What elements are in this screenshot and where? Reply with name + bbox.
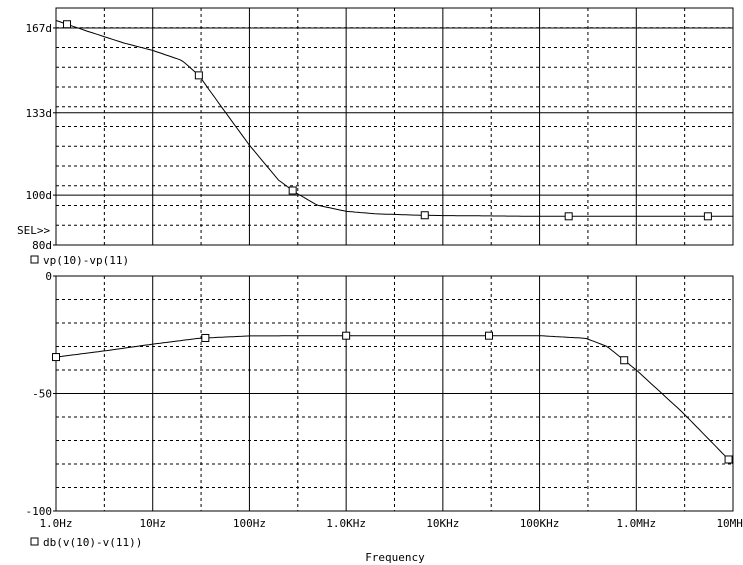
magnitude-data-point (620, 356, 629, 365)
sel-marker: SEL>> (17, 224, 50, 237)
x-tick-label: 10KHz (426, 517, 459, 530)
phase-data-point (63, 20, 72, 29)
x-tick-label: 1.0KHz (326, 517, 366, 530)
magnitude-data-point (52, 353, 60, 362)
phase-data-point (288, 186, 297, 195)
phase-y-tick-label: 100d (26, 189, 53, 202)
magnitude-plot: -100 -50 0 1.0Hz 10Hz 100Hz 1.0KHz 10KHz 100KHz 1… (26, 270, 743, 549)
x-tick-label: 1.0MHz (616, 517, 656, 530)
phase-data-point (420, 211, 429, 220)
x-tick-label: 100KHz (520, 517, 560, 530)
phase-y-tick-label: 80d (32, 239, 52, 252)
magnitude-y-tick-label: -100 (26, 505, 53, 518)
phase-plot: 80d 100d 133d 167d vp(10)-vp(11) (26, 7, 734, 267)
magnitude-y-tick-label: 0 (45, 270, 52, 283)
x-tick-label: 10Hz (139, 517, 166, 530)
magnitude-legend-marker (30, 537, 39, 546)
magnitude-series-line (55, 335, 734, 465)
phase-y-tick-label: 167d (26, 22, 53, 35)
magnitude-data-point (342, 331, 351, 340)
magnitude-y-tick-label: -50 (32, 388, 52, 401)
phase-legend-label: vp(10)-vp(11) (43, 254, 129, 267)
magnitude-data-point (485, 331, 494, 340)
phase-data-point (194, 71, 203, 80)
phase-legend-marker (30, 255, 39, 264)
x-tick-label: 1.0Hz (39, 517, 72, 530)
magnitude-data-point (201, 333, 210, 342)
x-tick-label: 100Hz (233, 517, 266, 530)
phase-y-tick-label: 133d (26, 107, 53, 120)
x-tick-label: 10MHz (716, 517, 743, 530)
magnitude-legend-label: db(v(10)-v(11)) (43, 536, 142, 549)
phase-series-line (55, 20, 733, 217)
x-axis-title: Frequency (365, 551, 425, 564)
phase-data-point (564, 212, 573, 221)
phase-data-point (703, 212, 712, 221)
magnitude-data-point (724, 455, 733, 464)
